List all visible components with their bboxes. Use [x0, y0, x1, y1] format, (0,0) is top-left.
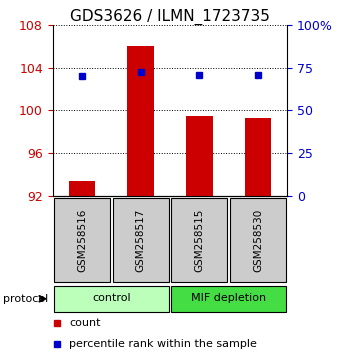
Bar: [69, 181, 95, 196]
Bar: [230, 198, 286, 282]
Bar: [54, 198, 110, 282]
Text: GSM258517: GSM258517: [136, 208, 146, 272]
Bar: [186, 116, 212, 196]
Bar: [54, 286, 169, 312]
Text: percentile rank within the sample: percentile rank within the sample: [69, 339, 257, 349]
Text: MIF depletion: MIF depletion: [191, 293, 266, 303]
Text: control: control: [92, 293, 131, 303]
Text: GSM258530: GSM258530: [253, 209, 263, 272]
Text: GSM258516: GSM258516: [77, 208, 87, 272]
Text: GSM258515: GSM258515: [194, 208, 204, 272]
Bar: [171, 198, 227, 282]
Text: count: count: [69, 319, 101, 329]
Bar: [245, 118, 271, 196]
Bar: [113, 198, 169, 282]
Bar: [171, 286, 286, 312]
Bar: [128, 46, 154, 196]
Text: protocol: protocol: [3, 294, 49, 304]
Title: GDS3626 / ILMN_1723735: GDS3626 / ILMN_1723735: [70, 8, 270, 25]
